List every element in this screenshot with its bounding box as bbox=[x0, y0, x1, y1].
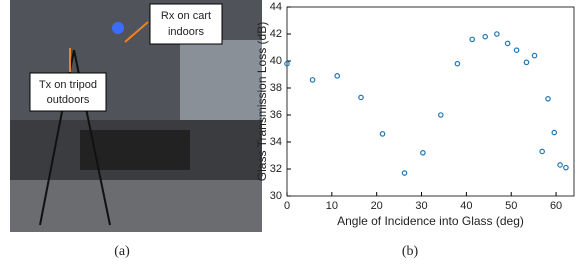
x-axis-label: Angle of Incidence into Glass (deg) bbox=[337, 214, 524, 228]
point bbox=[505, 41, 509, 45]
point bbox=[310, 78, 314, 82]
annotation: indoors bbox=[168, 26, 205, 38]
chart: 30 32 34 36 38 40 42 44 0 10 20 30 40 50 60 Angle of In… bbox=[255, 1, 574, 228]
figure: Rx on cart indoors Tx on tripod outdoors… bbox=[0, 0, 580, 266]
page: Rx on cart indoors Tx on tripod outdoors… bbox=[0, 0, 580, 266]
x-tick-label: 20 bbox=[371, 200, 383, 212]
annotation: Rx on cart bbox=[161, 10, 211, 22]
x-tick-label: 0 bbox=[284, 200, 290, 212]
point bbox=[532, 53, 536, 57]
photo: Rx on cart indoors Tx on tripod outdoors bbox=[10, 0, 262, 232]
y-tick-label: 36 bbox=[270, 109, 282, 121]
x-tick-label: 50 bbox=[505, 200, 517, 212]
point bbox=[335, 74, 339, 78]
y-tick-label: 40 bbox=[270, 55, 282, 67]
point bbox=[359, 95, 363, 99]
y-tick-label: 30 bbox=[270, 190, 282, 202]
y-axis-label: Glass Transmission Loss (dB) bbox=[255, 22, 269, 181]
point bbox=[455, 62, 459, 66]
point bbox=[402, 171, 406, 175]
y-tick-label: 42 bbox=[270, 28, 282, 40]
x-tick-label: 60 bbox=[550, 200, 562, 212]
point bbox=[524, 60, 528, 64]
point bbox=[439, 113, 443, 117]
point bbox=[483, 35, 487, 39]
point bbox=[552, 130, 556, 134]
caption: (a) bbox=[114, 244, 130, 259]
annotation: outdoors bbox=[47, 94, 90, 106]
point bbox=[558, 163, 562, 167]
y-tick-label: 34 bbox=[270, 136, 282, 148]
y-tick-label: 38 bbox=[270, 82, 282, 94]
point bbox=[546, 97, 550, 101]
x-tick-label: 30 bbox=[415, 200, 427, 212]
point bbox=[495, 32, 499, 36]
x-tick-label: 40 bbox=[460, 200, 472, 212]
y-tick-label: 44 bbox=[270, 1, 282, 13]
point bbox=[540, 149, 544, 153]
photo-light bbox=[112, 22, 124, 34]
point bbox=[380, 132, 384, 136]
x-tick-label: 10 bbox=[326, 200, 338, 212]
point bbox=[421, 151, 425, 155]
point bbox=[470, 37, 474, 41]
point bbox=[514, 48, 518, 52]
annotation: Tx on tripod bbox=[39, 79, 97, 91]
plot-frame bbox=[287, 7, 574, 196]
caption: (b) bbox=[402, 244, 419, 259]
photo-window bbox=[180, 40, 262, 120]
y-tick-label: 32 bbox=[270, 163, 282, 175]
point bbox=[564, 165, 568, 169]
